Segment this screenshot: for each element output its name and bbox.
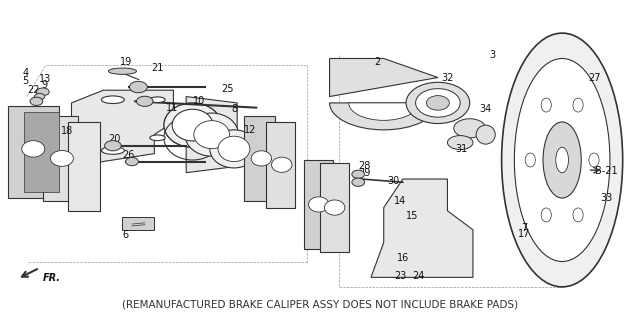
Ellipse shape — [101, 147, 124, 154]
Ellipse shape — [308, 197, 329, 212]
Text: 14: 14 — [394, 196, 406, 206]
Ellipse shape — [556, 147, 568, 173]
Text: 18: 18 — [62, 130, 74, 140]
Polygon shape — [122, 217, 154, 230]
Text: FR.: FR. — [43, 273, 61, 283]
Ellipse shape — [525, 153, 536, 167]
Polygon shape — [43, 116, 78, 201]
Ellipse shape — [136, 96, 153, 106]
Text: 12: 12 — [244, 125, 256, 135]
Ellipse shape — [30, 97, 43, 105]
Text: 21: 21 — [151, 63, 164, 73]
Text: 30: 30 — [387, 176, 399, 186]
Text: 34: 34 — [479, 104, 492, 114]
Ellipse shape — [210, 130, 258, 168]
Ellipse shape — [22, 141, 45, 157]
Text: 20: 20 — [109, 134, 121, 144]
Ellipse shape — [251, 151, 271, 166]
Text: 22: 22 — [27, 85, 40, 95]
Text: 33: 33 — [600, 193, 613, 203]
Text: 31: 31 — [455, 144, 468, 154]
Ellipse shape — [51, 150, 74, 166]
Polygon shape — [304, 160, 333, 249]
Text: 5: 5 — [22, 76, 29, 86]
Text: 24: 24 — [413, 271, 425, 281]
Ellipse shape — [589, 153, 599, 167]
Text: 29: 29 — [358, 168, 371, 178]
Ellipse shape — [454, 119, 486, 138]
Text: 26: 26 — [123, 150, 135, 160]
Ellipse shape — [502, 33, 623, 287]
Polygon shape — [68, 122, 100, 211]
Polygon shape — [371, 179, 473, 277]
Ellipse shape — [185, 113, 239, 156]
Ellipse shape — [543, 122, 581, 198]
Ellipse shape — [108, 68, 136, 74]
Text: 9: 9 — [42, 79, 48, 90]
Text: 17: 17 — [518, 228, 530, 239]
Polygon shape — [72, 90, 173, 166]
Ellipse shape — [164, 103, 221, 147]
Text: 28: 28 — [358, 161, 371, 171]
Ellipse shape — [447, 136, 473, 149]
Ellipse shape — [218, 136, 250, 162]
Polygon shape — [330, 59, 438, 97]
Ellipse shape — [426, 96, 449, 110]
Ellipse shape — [476, 125, 495, 144]
Ellipse shape — [271, 157, 292, 172]
Text: 27: 27 — [588, 73, 600, 83]
Ellipse shape — [104, 141, 121, 151]
Polygon shape — [266, 122, 294, 208]
Ellipse shape — [129, 81, 147, 93]
Text: 8: 8 — [231, 104, 237, 114]
Text: B-21: B-21 — [595, 166, 618, 176]
Text: 16: 16 — [397, 253, 409, 263]
Text: 11: 11 — [166, 103, 179, 113]
Polygon shape — [24, 112, 59, 192]
Text: 23: 23 — [394, 271, 406, 281]
Ellipse shape — [515, 59, 610, 261]
Ellipse shape — [172, 109, 213, 141]
Ellipse shape — [352, 178, 365, 186]
Ellipse shape — [150, 135, 165, 141]
Ellipse shape — [406, 82, 470, 124]
Ellipse shape — [352, 170, 365, 178]
Ellipse shape — [101, 96, 124, 104]
Ellipse shape — [35, 93, 45, 100]
Text: 10: 10 — [193, 96, 205, 106]
Text: 32: 32 — [441, 73, 454, 83]
Ellipse shape — [541, 208, 551, 222]
Polygon shape — [8, 106, 59, 198]
Text: 3: 3 — [489, 50, 495, 60]
Ellipse shape — [324, 200, 345, 215]
Ellipse shape — [541, 98, 551, 112]
Ellipse shape — [415, 89, 460, 117]
Text: (REMANUFACTURED BRAKE CALIPER ASSY DOES NOT INCLUDE BRAKE PADS): (REMANUFACTURED BRAKE CALIPER ASSY DOES … — [122, 299, 518, 309]
Text: 19: 19 — [120, 57, 132, 67]
Wedge shape — [349, 103, 419, 120]
Ellipse shape — [573, 98, 583, 112]
Polygon shape — [244, 116, 275, 201]
Text: 18: 18 — [61, 126, 73, 136]
Ellipse shape — [573, 208, 583, 222]
Polygon shape — [320, 163, 349, 252]
Ellipse shape — [194, 121, 230, 148]
Text: 7: 7 — [521, 223, 527, 233]
Text: 25: 25 — [221, 84, 234, 94]
Text: 15: 15 — [406, 211, 419, 220]
Ellipse shape — [36, 88, 49, 96]
Text: 13: 13 — [38, 74, 51, 84]
Text: 4: 4 — [22, 68, 29, 78]
Ellipse shape — [150, 97, 165, 103]
Text: 6: 6 — [123, 229, 129, 240]
Polygon shape — [186, 97, 237, 173]
Text: 2: 2 — [374, 57, 380, 67]
Ellipse shape — [125, 157, 138, 166]
Wedge shape — [330, 103, 438, 130]
